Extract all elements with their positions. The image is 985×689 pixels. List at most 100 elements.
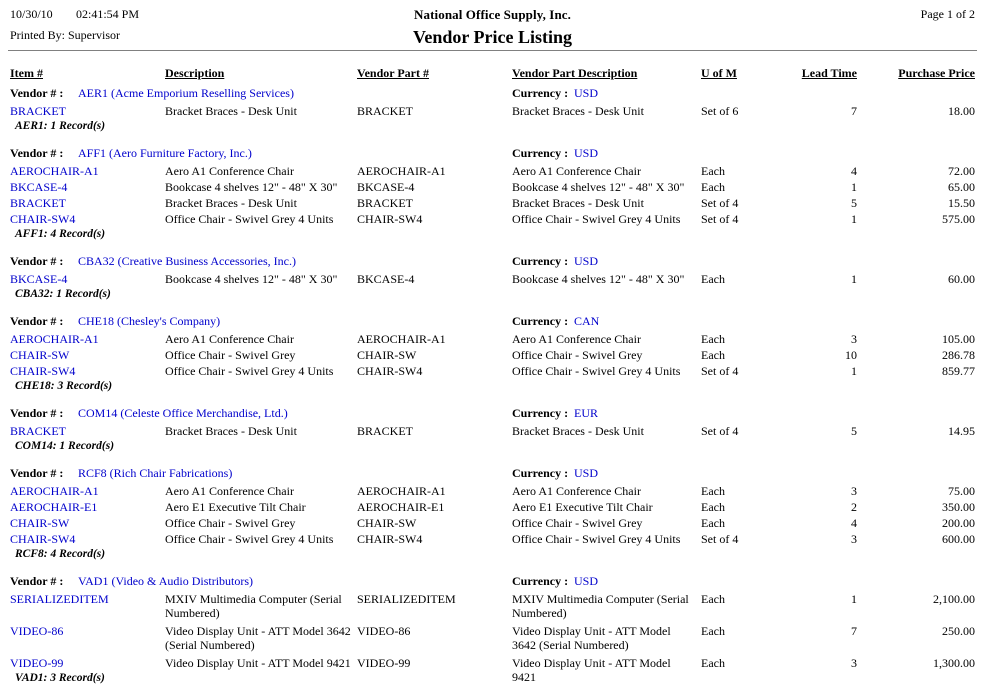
table-row: BRACKET Bracket Braces - Desk Unit BRACKET… (0, 424, 985, 440)
lead-time: 1 (851, 212, 857, 226)
vendor-link[interactable]: CHE18 (Chesley's Company) (78, 314, 221, 328)
purchase-price: 200.00 (942, 516, 975, 530)
vendor-record-count-text: CHE18: 3 Record(s) (15, 380, 113, 392)
currency-label: Currency : (512, 254, 569, 268)
currency-link[interactable]: USD (574, 86, 599, 100)
vendor-part-number: VIDEO-99 (357, 656, 411, 670)
unit-of-measure: Set of 4 (701, 364, 739, 378)
table-row: BRACKET Bracket Braces - Desk Unit BRACKET… (0, 104, 985, 120)
vendor-group: Vendor # : CHE18 (Chesley's Company) Curre… (0, 314, 985, 397)
group-spacer (0, 137, 985, 146)
unit-of-measure: Each (701, 348, 725, 362)
report-title: Vendor Price Listing (412, 27, 572, 47)
unit-of-measure: Each (701, 272, 725, 286)
item-code[interactable]: VIDEO-99 (10, 656, 64, 670)
vendor-link[interactable]: AFF1 (Aero Furniture Factory, Inc.) (78, 146, 252, 160)
printed-by: Printed By: Supervisor (10, 28, 120, 42)
lead-time: 1 (851, 180, 857, 194)
vendor-part-description: Office Chair - Swivel Grey 4 Units (512, 532, 681, 546)
currency-link[interactable]: CAN (574, 314, 600, 328)
report-header: 10/30/10 02:41:54 PM Printed By: Supervi… (0, 0, 985, 51)
group-spacer (0, 565, 985, 574)
vendor-part-description: Video Display Unit - ATT Model 3642 (Ser… (512, 624, 671, 652)
item-code[interactable]: AEROCHAIR-A1 (10, 164, 99, 178)
vendor-part-number: BRACKET (357, 424, 414, 438)
vendor-record-count-text: RCF8: 4 Record(s) (15, 548, 106, 560)
vendor-record-count-text: VAD1: 3 Record(s) (15, 672, 105, 684)
table-row: CHAIR-SW Office Chair - Swivel Grey CHAIR-… (0, 516, 985, 532)
unit-of-measure: Each (701, 500, 725, 514)
vendor-group: Vendor # : VAD1 (Video & Audio Distributo… (0, 574, 985, 689)
vendor-link[interactable]: VAD1 (Video & Audio Distributors) (78, 574, 254, 588)
vendor-part-description: Bracket Braces - Desk Unit (512, 196, 644, 210)
column-header-purchase-price: Purchase Price (898, 66, 975, 80)
item-code[interactable]: CHAIR-SW (10, 348, 70, 362)
table-row: CHAIR-SW4 Office Chair - Swivel Grey 4 Un… (0, 532, 985, 548)
vendor-link[interactable]: COM14 (Celeste Office Merchandise, Ltd.) (78, 406, 288, 420)
vendor-header-row: Vendor # : AER1 (Acme Emporium Reselling … (0, 86, 985, 104)
item-code[interactable]: BRACKET (10, 424, 67, 438)
purchase-price: 2,100.00 (933, 592, 975, 606)
purchase-price: 250.00 (942, 624, 975, 638)
item-code[interactable]: BKCASE-4 (10, 272, 68, 286)
vendor-label: Vendor # : (10, 466, 64, 480)
purchase-price: 15.50 (948, 196, 975, 210)
vendor-part-number: AEROCHAIR-A1 (357, 332, 446, 346)
lead-time: 1 (851, 272, 857, 286)
vendor-link[interactable]: RCF8 (Rich Chair Fabrications) (78, 466, 233, 480)
vendor-part-number: BKCASE-4 (357, 180, 415, 194)
lead-time: 3 (851, 484, 857, 498)
currency-link[interactable]: USD (574, 466, 599, 480)
item-code[interactable]: SERIALIZEDITEM (10, 592, 109, 606)
vendor-record-count: AFF1: 4 Record(s) (0, 228, 985, 245)
vendor-part-number: CHAIR-SW (357, 348, 417, 362)
vendor-header-row: Vendor # : COM14 (Celeste Office Merchand… (0, 406, 985, 424)
item-code[interactable]: VIDEO-86 (10, 624, 64, 638)
table-row: CHAIR-SW4 Office Chair - Swivel Grey 4 Un… (0, 212, 985, 228)
vendor-part-description: Bookcase 4 shelves 12" - 48" X 30" (512, 272, 685, 286)
vendor-link[interactable]: AER1 (Acme Emporium Reselling Services) (78, 86, 294, 100)
header-divider (8, 50, 977, 51)
item-description: Bracket Braces - Desk Unit (165, 196, 297, 210)
item-code[interactable]: BRACKET (10, 104, 67, 118)
item-code[interactable]: CHAIR-SW4 (10, 532, 76, 546)
lead-time: 3 (851, 532, 857, 546)
vendor-part-description: Office Chair - Swivel Grey (512, 516, 643, 530)
unit-of-measure: Set of 6 (701, 104, 739, 118)
vendor-link[interactable]: CBA32 (Creative Business Accessories, In… (78, 254, 296, 268)
column-header-vendor-part-description: Vendor Part Description (512, 66, 638, 80)
vendor-part-number: AEROCHAIR-A1 (357, 484, 446, 498)
unit-of-measure: Each (701, 180, 725, 194)
item-code[interactable]: CHAIR-SW4 (10, 364, 76, 378)
page-number: Page 1 of 2 (920, 7, 975, 21)
vendor-part-description: Aero A1 Conference Chair (512, 332, 641, 346)
vendor-header-row: Vendor # : AFF1 (Aero Furniture Factory, … (0, 146, 985, 164)
item-code[interactable]: AEROCHAIR-E1 (10, 500, 98, 514)
purchase-price: 18.00 (948, 104, 975, 118)
item-code[interactable]: AEROCHAIR-A1 (10, 332, 99, 346)
vendor-part-number: CHAIR-SW4 (357, 212, 423, 226)
column-header-description: Description (165, 66, 225, 80)
vendor-part-description: Office Chair - Swivel Grey 4 Units (512, 212, 681, 226)
currency-label: Currency : (512, 146, 569, 160)
item-code[interactable]: AEROCHAIR-A1 (10, 484, 99, 498)
item-code[interactable]: BRACKET (10, 196, 67, 210)
print-time: 02:41:54 PM (76, 7, 140, 21)
currency-link[interactable]: USD (574, 146, 599, 160)
currency-link[interactable]: EUR (574, 406, 598, 420)
vendor-part-number: AEROCHAIR-E1 (357, 500, 445, 514)
lead-time: 1 (851, 592, 857, 606)
currency-link[interactable]: USD (574, 574, 599, 588)
vendor-record-count-text: AFF1: 4 Record(s) (15, 228, 106, 240)
currency-link[interactable]: USD (574, 254, 599, 268)
item-description: Bookcase 4 shelves 12" - 48" X 30" (165, 272, 338, 286)
vendor-record-count: COM14: 1 Record(s) (0, 440, 985, 457)
item-code[interactable]: CHAIR-SW4 (10, 212, 76, 226)
table-row: AEROCHAIR-A1 Aero A1 Conference Chair AERO… (0, 484, 985, 500)
item-description: Office Chair - Swivel Grey 4 Units (165, 212, 334, 226)
item-code[interactable]: CHAIR-SW (10, 516, 70, 530)
lead-time: 3 (851, 332, 857, 346)
item-code[interactable]: BKCASE-4 (10, 180, 68, 194)
lead-time: 5 (851, 196, 857, 210)
item-description: Bracket Braces - Desk Unit (165, 104, 297, 118)
